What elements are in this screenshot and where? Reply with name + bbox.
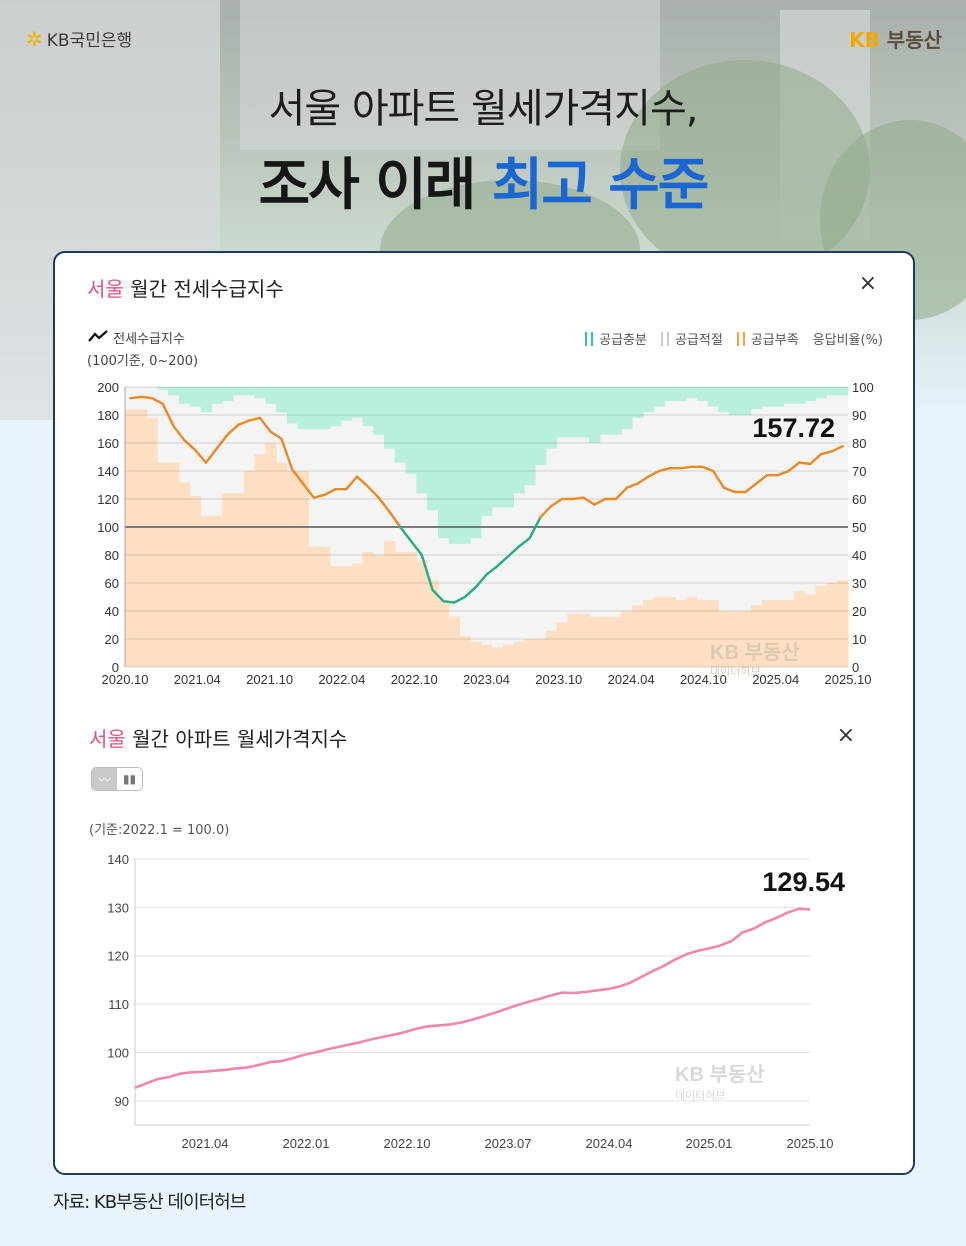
- svg-text:20: 20: [852, 604, 866, 619]
- legend-right-axis-label: 응답비율(%): [812, 333, 883, 348]
- line-chart-toggle[interactable]: 〰: [92, 768, 117, 790]
- svg-text:2021.10: 2021.10: [246, 672, 293, 687]
- legend-swatch-icon: [736, 332, 745, 346]
- svg-text:70: 70: [852, 464, 866, 479]
- svg-text:데이터허브: 데이터허브: [710, 665, 761, 678]
- close-icon: ×: [858, 271, 877, 296]
- svg-text:100: 100: [107, 1045, 129, 1060]
- chart1-line-legend: 전세수급지수 (100기준, 0~200): [87, 329, 198, 373]
- headline-line1: 서울 아파트 월세가격지수,: [268, 86, 699, 132]
- svg-text:KB 부동산: KB 부동산: [675, 1063, 765, 1086]
- chart1-plot: 0 0 20 10 40 20 60 30 80 40 100 50 120 60 140 70 160 80 18…: [97, 380, 874, 687]
- svg-text:20: 20: [105, 632, 119, 647]
- svg-text:100: 100: [97, 520, 119, 535]
- svg-text:2025.10: 2025.10: [787, 1136, 834, 1151]
- svg-text:140: 140: [97, 464, 119, 479]
- legend-item-supply-short[interactable]: 공급부족: [736, 329, 799, 348]
- line-trend-icon: [88, 330, 108, 342]
- headline-line2: 조사 이래 최고 수준: [0, 140, 966, 221]
- svg-text:2021.04: 2021.04: [174, 672, 221, 687]
- chart1-region: 서울: [87, 277, 124, 301]
- legend-swatch-icon: [585, 332, 594, 346]
- bar-chart-icon: ▮▮: [122, 772, 137, 786]
- svg-text:2024.04: 2024.04: [608, 672, 655, 687]
- svg-text:2024.04: 2024.04: [586, 1136, 633, 1151]
- kb-bank-logo-text: KB국민은행: [46, 31, 133, 51]
- headline-highlight: 최고 수준: [491, 153, 710, 218]
- svg-text:2022.01: 2022.01: [283, 1136, 330, 1151]
- legend-line-sub: (100기준, 0~200): [87, 354, 199, 369]
- svg-text:2020.10: 2020.10: [102, 672, 149, 687]
- source-note: 자료: KB부동산 데이터허브: [53, 1192, 246, 1213]
- svg-text:180: 180: [97, 408, 119, 423]
- legend-item-supply-ample[interactable]: 공급충분: [585, 329, 647, 348]
- legend-item-supply-adequate[interactable]: 공급적절: [660, 329, 723, 348]
- chart2-title: 서울 월간 아파트 월세가격지수: [89, 723, 347, 752]
- svg-text:140: 140: [107, 852, 129, 867]
- svg-text:200: 200: [97, 380, 119, 395]
- svg-text:2025.04: 2025.04: [752, 672, 799, 687]
- svg-text:데이터허브: 데이터허브: [675, 1089, 726, 1102]
- line-chart-icon: 〰: [98, 772, 111, 787]
- kb-star-icon: ✲: [26, 26, 43, 51]
- svg-text:KB 부동산: KB 부동산: [710, 641, 800, 664]
- svg-text:60: 60: [105, 576, 119, 591]
- legend-swatch-icon: [660, 332, 669, 346]
- headline-plain: 조사 이래: [258, 153, 477, 218]
- svg-text:90: 90: [852, 408, 866, 423]
- kb-realestate-text: 부동산: [886, 28, 942, 52]
- legend-label: 공급충분: [599, 333, 647, 348]
- kb-mark: KB: [849, 28, 880, 52]
- chart1-title: 서울 월간 전세수급지수: [87, 273, 284, 302]
- legend-label: 공급부족: [750, 333, 799, 348]
- svg-text:30: 30: [852, 576, 866, 591]
- legend-label: 공급적절: [674, 333, 723, 348]
- kb-realestate-logo: KB 부동산: [849, 24, 942, 53]
- chart1-title-text: 월간 전세수급지수: [130, 277, 284, 301]
- close-icon: ×: [836, 723, 855, 748]
- svg-text:2025.01: 2025.01: [686, 1136, 733, 1151]
- svg-text:130: 130: [107, 900, 129, 915]
- svg-text:40: 40: [105, 604, 119, 619]
- chart-type-toggle: 〰 ▮▮: [91, 767, 143, 791]
- svg-text:2024.10: 2024.10: [680, 672, 727, 687]
- svg-text:120: 120: [107, 949, 129, 964]
- chart2-close-button[interactable]: ×: [837, 723, 855, 748]
- svg-text:90: 90: [115, 1094, 129, 1109]
- svg-text:80: 80: [852, 436, 866, 451]
- svg-text:80: 80: [105, 548, 119, 563]
- chart-card: 서울 월간 전세수급지수 × 전세수급지수 (100기준, 0~200) 공급충…: [53, 251, 915, 1175]
- svg-text:60: 60: [852, 492, 866, 507]
- legend-line-label: 전세수급지수: [113, 332, 185, 347]
- svg-text:0: 0: [112, 660, 119, 675]
- svg-text:2021.04: 2021.04: [182, 1136, 229, 1151]
- svg-text:160: 160: [97, 436, 119, 451]
- chart1-close-button[interactable]: ×: [859, 271, 877, 296]
- chart2-region: 서울: [89, 727, 126, 751]
- chart1-legend: 공급충분 공급적절 공급부족 응답비율(%): [585, 329, 883, 348]
- svg-text:2023.07: 2023.07: [485, 1136, 532, 1151]
- svg-text:2022.10: 2022.10: [391, 672, 438, 687]
- chart2-basis-note: (기준:2022.1 = 100.0): [89, 823, 230, 838]
- svg-text:50: 50: [852, 520, 866, 535]
- svg-text:129.54: 129.54: [762, 867, 845, 897]
- bar-chart-toggle[interactable]: ▮▮: [117, 768, 142, 790]
- chart2-plot: 90 100 110 120 130 140 2021.04 2022.01 2022.10 20…: [107, 852, 845, 1151]
- svg-text:110: 110: [108, 997, 129, 1012]
- svg-text:2023.04: 2023.04: [463, 672, 510, 687]
- svg-text:40: 40: [852, 548, 866, 563]
- svg-text:120: 120: [97, 492, 119, 507]
- svg-text:100: 100: [852, 380, 874, 395]
- svg-text:2022.10: 2022.10: [384, 1136, 431, 1151]
- kb-bank-logo: ✲ KB국민은행: [26, 26, 133, 52]
- svg-text:2022.04: 2022.04: [318, 672, 365, 687]
- chart2-title-text: 월간 아파트 월세가격지수: [132, 727, 348, 751]
- svg-text:0: 0: [852, 660, 859, 675]
- svg-text:157.72: 157.72: [752, 413, 835, 443]
- svg-text:10: 10: [852, 632, 866, 647]
- svg-text:2023.10: 2023.10: [535, 672, 582, 687]
- svg-text:2025.10: 2025.10: [825, 672, 872, 687]
